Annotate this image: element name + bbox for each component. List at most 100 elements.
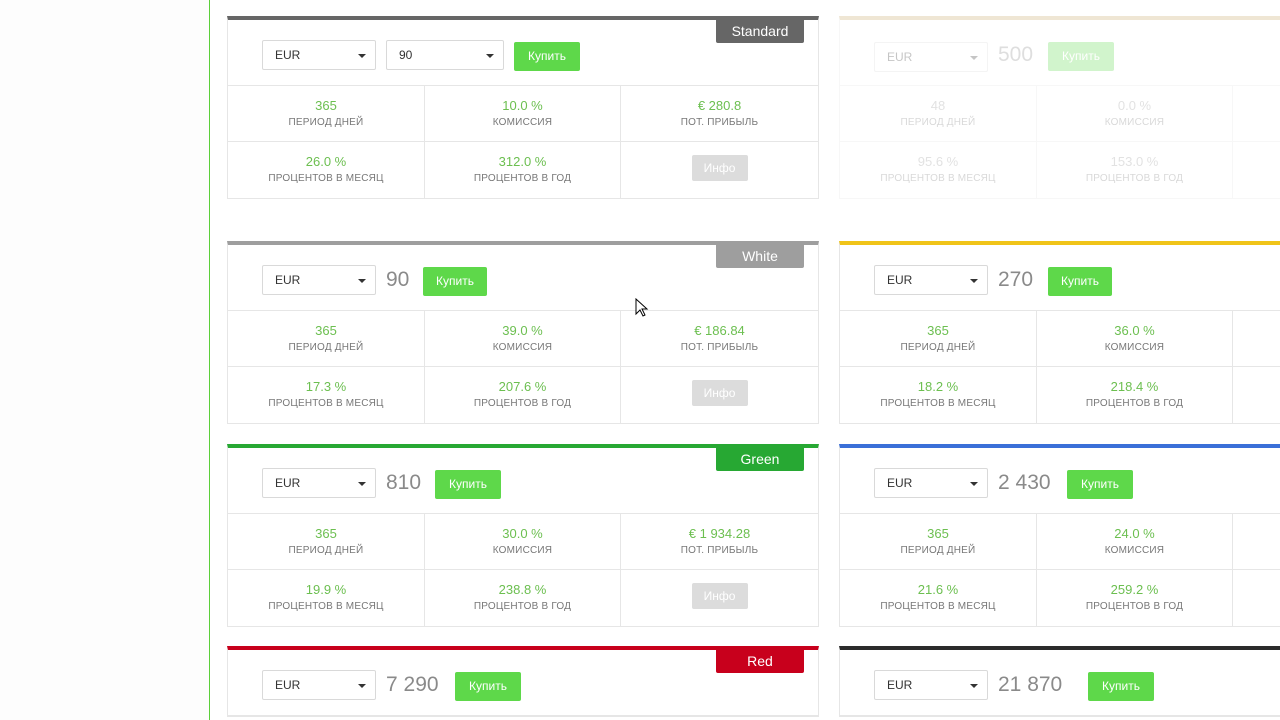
stat-label: ПРОЦЕНТОВ В ГОД [1085, 173, 1184, 184]
stat-commission: 30.0 % КОМИССИЯ [425, 514, 621, 570]
stat-value: 0.0 % [1117, 98, 1152, 113]
tariff-card-red: Red EUR 7 290 Купить [227, 646, 819, 717]
stat-value: 365 [315, 98, 337, 113]
currency-value: EUR [887, 50, 913, 64]
amount-value: 270 [998, 268, 1034, 291]
card-header: Standard EUR 90 Купить [228, 19, 818, 86]
chevron-down-icon [970, 56, 978, 60]
stat-days: 365 ПЕРИОД ДНЕЙ [840, 311, 1037, 367]
stat-yearly: 312.0 % ПРОЦЕНТОВ В ГОД [425, 142, 621, 198]
stat-label: ПРОЦЕНТОВ В МЕСЯЦ [880, 398, 996, 409]
stat-info [1233, 367, 1280, 423]
buy-button[interactable]: Купить [1067, 470, 1133, 499]
stat-value: 36.0 % [1114, 323, 1155, 338]
stats-grid: 365 ПЕРИОД ДНЕЙ 10.0 % КОМИССИЯ € 280.8 ПОТ… [228, 86, 818, 198]
stat-value: € 186.84 [694, 323, 745, 338]
card-header: Red EUR 7 290 Купить [228, 649, 818, 716]
tariff-card-black: EUR 21 870 Купить [839, 646, 1280, 717]
info-button[interactable]: Инфо [691, 155, 748, 181]
stat-value: 259.2 % [1110, 582, 1159, 597]
currency-select[interactable]: EUR [874, 468, 988, 498]
currency-select[interactable]: EUR [874, 265, 988, 295]
stat-value: 365 [927, 323, 949, 338]
stat-commission: 10.0 % КОМИССИЯ [425, 86, 621, 142]
stat-yearly: 207.6 % ПРОЦЕНТОВ В ГОД [425, 367, 621, 423]
tariff-badge: Red [716, 649, 804, 673]
chevron-down-icon [358, 684, 366, 688]
stats-grid: 365 ПЕРИОД ДНЕЙ 24.0 % КОМИССИЯ 21.6 % ПРОЦ… [840, 514, 1280, 626]
stat-value: € 1 934.28 [688, 526, 751, 541]
amount-select[interactable]: 90 [386, 40, 504, 70]
buy-button[interactable]: Купить [435, 470, 501, 499]
chevron-down-icon [970, 482, 978, 486]
stat-monthly: 17.3 % ПРОЦЕНТОВ В МЕСЯЦ [228, 367, 425, 423]
stat-monthly: 26.0 % ПРОЦЕНТОВ В МЕСЯЦ [228, 142, 425, 198]
stat-profit: € 186.84 ПОТ. ПРИБЫЛЬ [621, 311, 818, 367]
stat-value: 10.0 % [502, 98, 543, 113]
stat-value: 365 [315, 526, 337, 541]
stat-value: 153.0 % [1110, 154, 1159, 169]
chevron-down-icon [970, 684, 978, 688]
stat-monthly: 21.6 % ПРОЦЕНТОВ В МЕСЯЦ [840, 570, 1037, 626]
currency-select[interactable]: EUR [262, 468, 376, 498]
stat-yearly: 218.4 % ПРОЦЕНТОВ В ГОД [1037, 367, 1233, 423]
info-button[interactable]: Инфо [691, 583, 748, 609]
currency-value: EUR [275, 476, 301, 490]
stat-value: 312.0 % [498, 154, 547, 169]
stat-label: ПРОЦЕНТОВ В ГОД [473, 173, 572, 184]
stat-commission: 36.0 % КОМИССИЯ [1037, 311, 1233, 367]
stat-value: € 280.8 [697, 98, 742, 113]
currency-value: EUR [887, 678, 913, 692]
tariff-badge: Standard [716, 19, 804, 43]
tariff-card-standard: Standard EUR 90 Купить 365 ПЕРИОД ДНЕЙ 10… [227, 16, 819, 199]
stat-info: Инфо [621, 142, 818, 198]
stat-label: ПРОЦЕНТОВ В ГОД [473, 398, 572, 409]
stat-commission: 0.0 % КОМИССИЯ [1037, 86, 1233, 142]
stat-label: ПРОЦЕНТОВ В ГОД [1085, 601, 1184, 612]
buy-button[interactable]: Купить [1048, 42, 1114, 71]
stat-info: Инфо [621, 570, 818, 626]
currency-select[interactable]: EUR [874, 42, 988, 72]
buy-button[interactable]: Купить [514, 42, 580, 71]
stat-label: КОМИССИЯ [1104, 545, 1165, 556]
stat-yearly: 153.0 % ПРОЦЕНТОВ В ГОД [1037, 142, 1233, 198]
stat-days: 365 ПЕРИОД ДНЕЙ [228, 86, 425, 142]
stat-label: ПЕРИОД ДНЕЙ [288, 545, 364, 556]
buy-button[interactable]: Купить [1048, 267, 1112, 296]
stat-label: КОМИССИЯ [1104, 342, 1165, 353]
tariff-badge: Green [716, 447, 804, 471]
tariffs-area: Standard EUR 90 Купить 365 ПЕРИОД ДНЕЙ 10… [210, 0, 1280, 720]
currency-select[interactable]: EUR [262, 40, 376, 70]
stat-days: 365 ПЕРИОД ДНЕЙ [228, 514, 425, 570]
info-button[interactable]: Инфо [691, 380, 748, 406]
stat-commission: 39.0 % КОМИССИЯ [425, 311, 621, 367]
stat-yearly: 259.2 % ПРОЦЕНТОВ В ГОД [1037, 570, 1233, 626]
currency-select[interactable]: EUR [262, 265, 376, 295]
stat-label: ПРОЦЕНТОВ В МЕСЯЦ [268, 173, 384, 184]
amount-value: 810 [386, 471, 422, 494]
stat-profit [1233, 514, 1280, 570]
stat-label: КОМИССИЯ [492, 545, 553, 556]
stat-value: 238.8 % [498, 582, 547, 597]
stat-monthly: 95.6 % ПРОЦЕНТОВ В МЕСЯЦ [840, 142, 1037, 198]
stat-label: ПРОЦЕНТОВ В ГОД [1085, 398, 1184, 409]
stat-value: 21.6 % [917, 582, 959, 597]
stat-label: ПРОЦЕНТОВ В ГОД [473, 601, 572, 612]
currency-select[interactable]: EUR [262, 670, 376, 700]
amount-value: 90 [386, 268, 410, 291]
mouse-cursor-icon [635, 298, 649, 317]
stat-label: ПРОЦЕНТОВ В МЕСЯЦ [880, 601, 996, 612]
stat-yearly: 238.8 % ПРОЦЕНТОВ В ГОД [425, 570, 621, 626]
stat-value: 24.0 % [1114, 526, 1155, 541]
buy-button[interactable]: Купить [1088, 672, 1154, 701]
stats-grid: 365 ПЕРИОД ДНЕЙ 36.0 % КОМИССИЯ 18.2 % ПРОЦ… [840, 311, 1280, 423]
currency-value: EUR [275, 48, 301, 62]
stat-label: КОМИССИЯ [1104, 117, 1165, 128]
buy-button[interactable]: Купить [455, 672, 521, 701]
stat-days: 365 ПЕРИОД ДНЕЙ [228, 311, 425, 367]
buy-button[interactable]: Купить [423, 267, 487, 296]
currency-select[interactable]: EUR [874, 670, 988, 700]
currency-value: EUR [275, 678, 301, 692]
stat-value: 19.9 % [305, 582, 347, 597]
card-header: Green EUR 810 Купить [228, 447, 818, 514]
